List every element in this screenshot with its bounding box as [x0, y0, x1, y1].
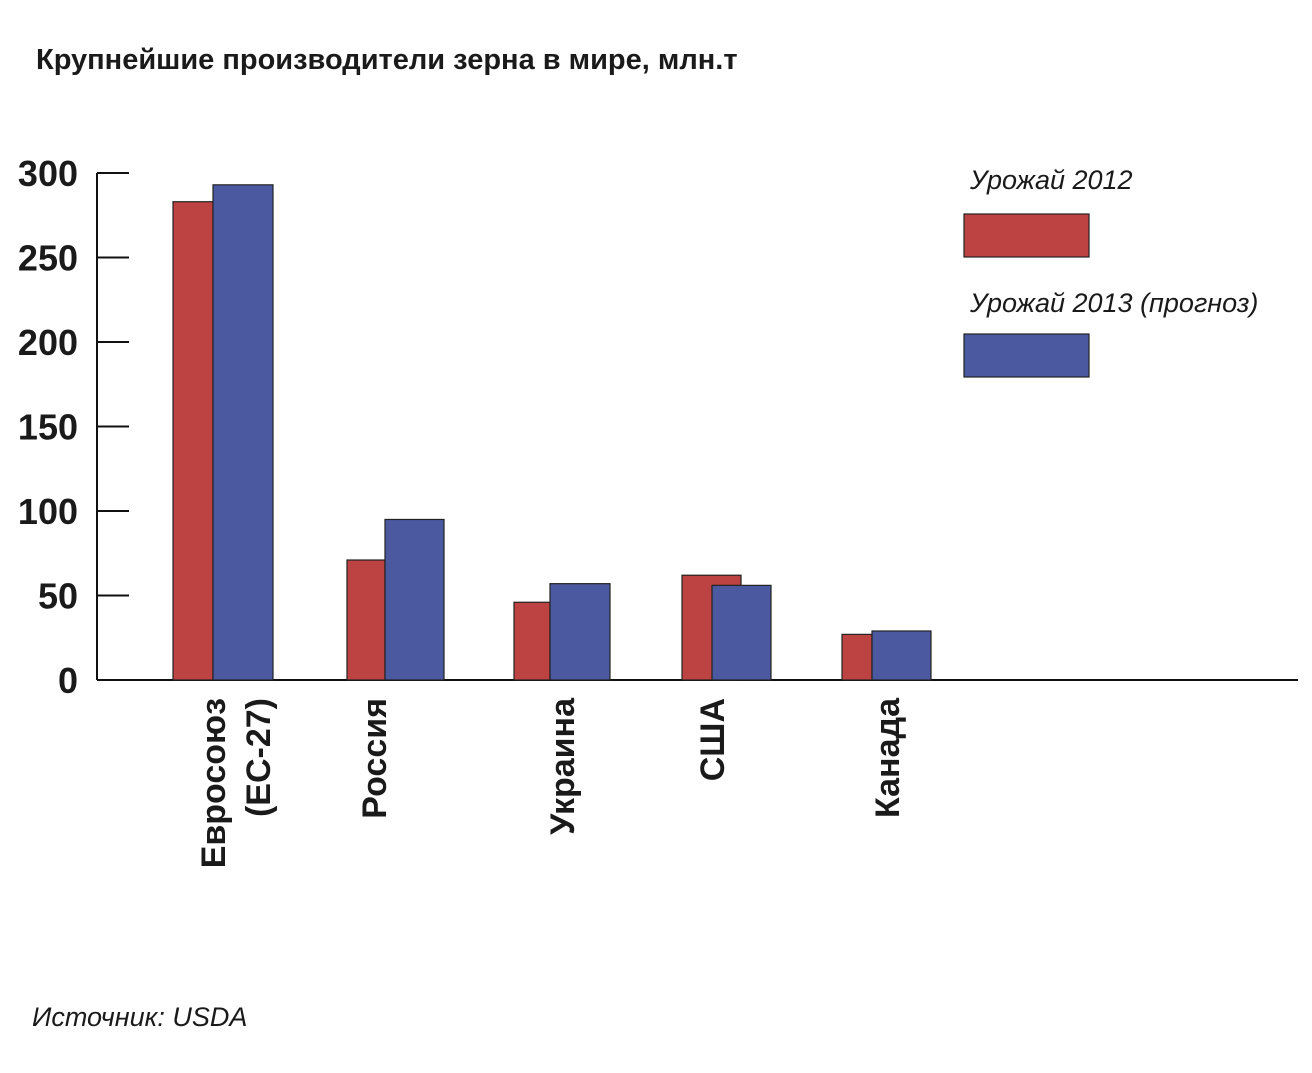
x-category-label: Канада [869, 697, 907, 818]
bars [172, 184, 932, 681]
y-tick-label: 200 [18, 322, 78, 363]
legend-swatch [963, 213, 1090, 258]
source-note: Источник: USDA [32, 1002, 247, 1032]
chart-title: Крупнейшие производители зерна в мире, м… [36, 44, 738, 76]
legend-label: Урожай 2013 (прогноз) [969, 288, 1258, 318]
y-tick-label: 300 [18, 153, 78, 194]
bar-series-1 [841, 633, 873, 681]
bar-series-1 [346, 559, 386, 681]
y-axis: 0 50 100 150 200 250 300 [18, 153, 1298, 701]
x-category-label: (ЕС-27) [240, 698, 278, 817]
bar-series-2 [711, 584, 772, 681]
bar-series-2 [871, 630, 932, 681]
bar-series-1 [513, 601, 551, 681]
bar-series-1 [172, 201, 214, 681]
bar-series-2 [212, 184, 274, 681]
y-tick-label: 0 [58, 660, 78, 701]
legend: Урожай 2012 Урожай 2013 (прогноз) [963, 165, 1258, 378]
bar-series-2 [549, 583, 611, 681]
x-category-label: Россия [356, 698, 394, 819]
legend-label: Урожай 2012 [969, 165, 1133, 195]
y-tick-label: 250 [18, 238, 78, 279]
x-category-label: США [694, 698, 732, 781]
x-category-label: Евросоюз [195, 698, 233, 868]
x-axis-labels: Евросоюз (ЕС-27) Россия Украина США Канада [195, 697, 907, 868]
y-tick-label: 150 [18, 407, 78, 448]
x-category-label: Украина [544, 697, 582, 835]
legend-swatch [963, 333, 1090, 378]
y-tick-label: 100 [18, 491, 78, 532]
bar-series-2 [384, 518, 445, 681]
y-tick-label: 50 [38, 576, 78, 617]
